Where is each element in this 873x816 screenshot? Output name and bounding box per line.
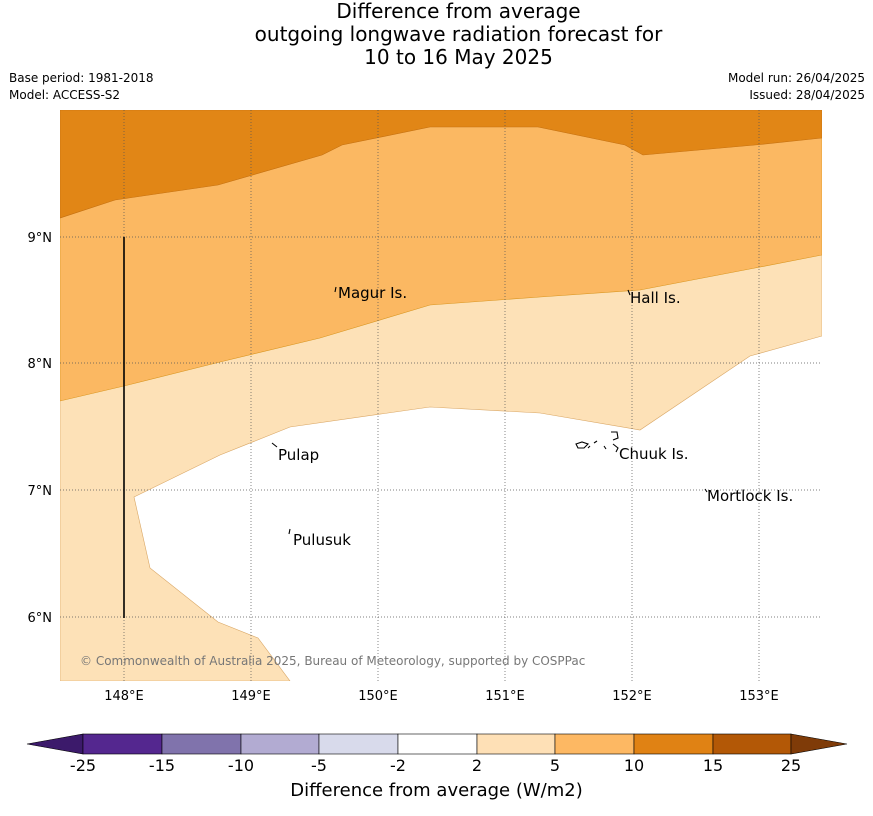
label-mortlock: Mortlock Is.: [707, 487, 793, 505]
island-mark-hall: [627, 289, 631, 296]
island-mark-magur: [334, 286, 337, 293]
colorbar-segment: [633, 733, 714, 755]
lon-label-151e: 151°E: [485, 689, 525, 704]
model-run-text: Model run: 26/04/2025: [727, 71, 865, 85]
lat-label-6n: 6°N: [28, 611, 53, 626]
colorbar-arrow-low: [26, 733, 84, 755]
colorbar-tick: 15: [702, 756, 724, 775]
contour-layers: [60, 110, 822, 681]
label-pulusuk: Pulusuk: [293, 531, 351, 549]
lon-label-149e: 149°E: [231, 689, 271, 704]
title-line-3: 10 to 16 May 2025: [364, 45, 553, 69]
colorbar-segment: [82, 733, 163, 755]
colorbar-tick: 2: [471, 756, 483, 775]
colorbar-tick: -15: [148, 756, 176, 775]
island-mark-mortlock: [704, 488, 708, 493]
label-pulap: Pulap: [278, 446, 319, 464]
lon-label-153e: 153°E: [739, 689, 779, 704]
colorbar-arrow-high: [790, 733, 848, 755]
colorbar: [26, 733, 848, 755]
longitude-labels: 148°E 149°E 150°E 151°E 152°E 153°E: [104, 689, 779, 704]
lon-label-150e: 150°E: [358, 689, 398, 704]
lat-label-7n: 7°N: [28, 484, 53, 499]
lat-label-8n: 8°N: [28, 357, 53, 372]
island-marks: [271, 286, 708, 535]
issued-text: Issued: 28/04/2025: [749, 88, 865, 102]
meta-left: Base period: 1981-2018 Model: ACCESS-S2: [9, 70, 154, 104]
island-mark-pulusuk: [288, 528, 291, 535]
colorbar-tick: -10: [227, 756, 255, 775]
meta-right: Model run: 26/04/2025 Issued: 28/04/2025: [728, 70, 865, 104]
model-text: Model: ACCESS-S2: [9, 88, 121, 102]
colorbar-label: Difference from average (W/m2): [290, 780, 583, 801]
colorbar-tick: 25: [780, 756, 802, 775]
contour-band-10-15: [60, 110, 822, 219]
latitude-labels: 9°N 8°N 7°N 6°N: [28, 231, 53, 626]
lat-label-9n: 9°N: [28, 231, 53, 246]
label-hall: Hall Is.: [630, 289, 681, 307]
colorbar-tick: 5: [549, 756, 561, 775]
contour-band-5-10: [60, 110, 822, 402]
base-period-text: Base period: 1981-2018: [9, 71, 154, 85]
colorbar-tick: -5: [311, 756, 327, 775]
island-mark-pulap: [271, 442, 278, 448]
colorbar-segment: [161, 733, 242, 755]
island-mark-chuuk: [575, 431, 619, 453]
colorbar-segment: [397, 733, 478, 755]
label-magur: Magur Is.: [338, 284, 407, 302]
lon-label-152e: 152°E: [612, 689, 652, 704]
colorbar-tick: -25: [69, 756, 97, 775]
place-labels: Magur Is. Hall Is. Pulap Chuuk Is. Mortl…: [278, 284, 793, 549]
colorbar-tick: 10: [623, 756, 645, 775]
copyright-text: © Commonwealth of Australia 2025, Bureau…: [80, 654, 585, 668]
lon-label-148e: 148°E: [104, 689, 144, 704]
colorbar-segment: [240, 733, 320, 755]
label-chuuk: Chuuk Is.: [619, 445, 688, 463]
colorbar-tick: -2: [390, 756, 406, 775]
title-line-1: Difference from average: [336, 0, 581, 23]
colorbar-segment: [712, 733, 792, 755]
colorbar-segment: [318, 733, 399, 755]
colorbar-segment: [554, 733, 635, 755]
title-line-2: outgoing longwave radiation forecast for: [254, 22, 663, 46]
colorbar-segment: [476, 733, 556, 755]
map-title: Difference from average outgoing longwav…: [0, 0, 873, 69]
